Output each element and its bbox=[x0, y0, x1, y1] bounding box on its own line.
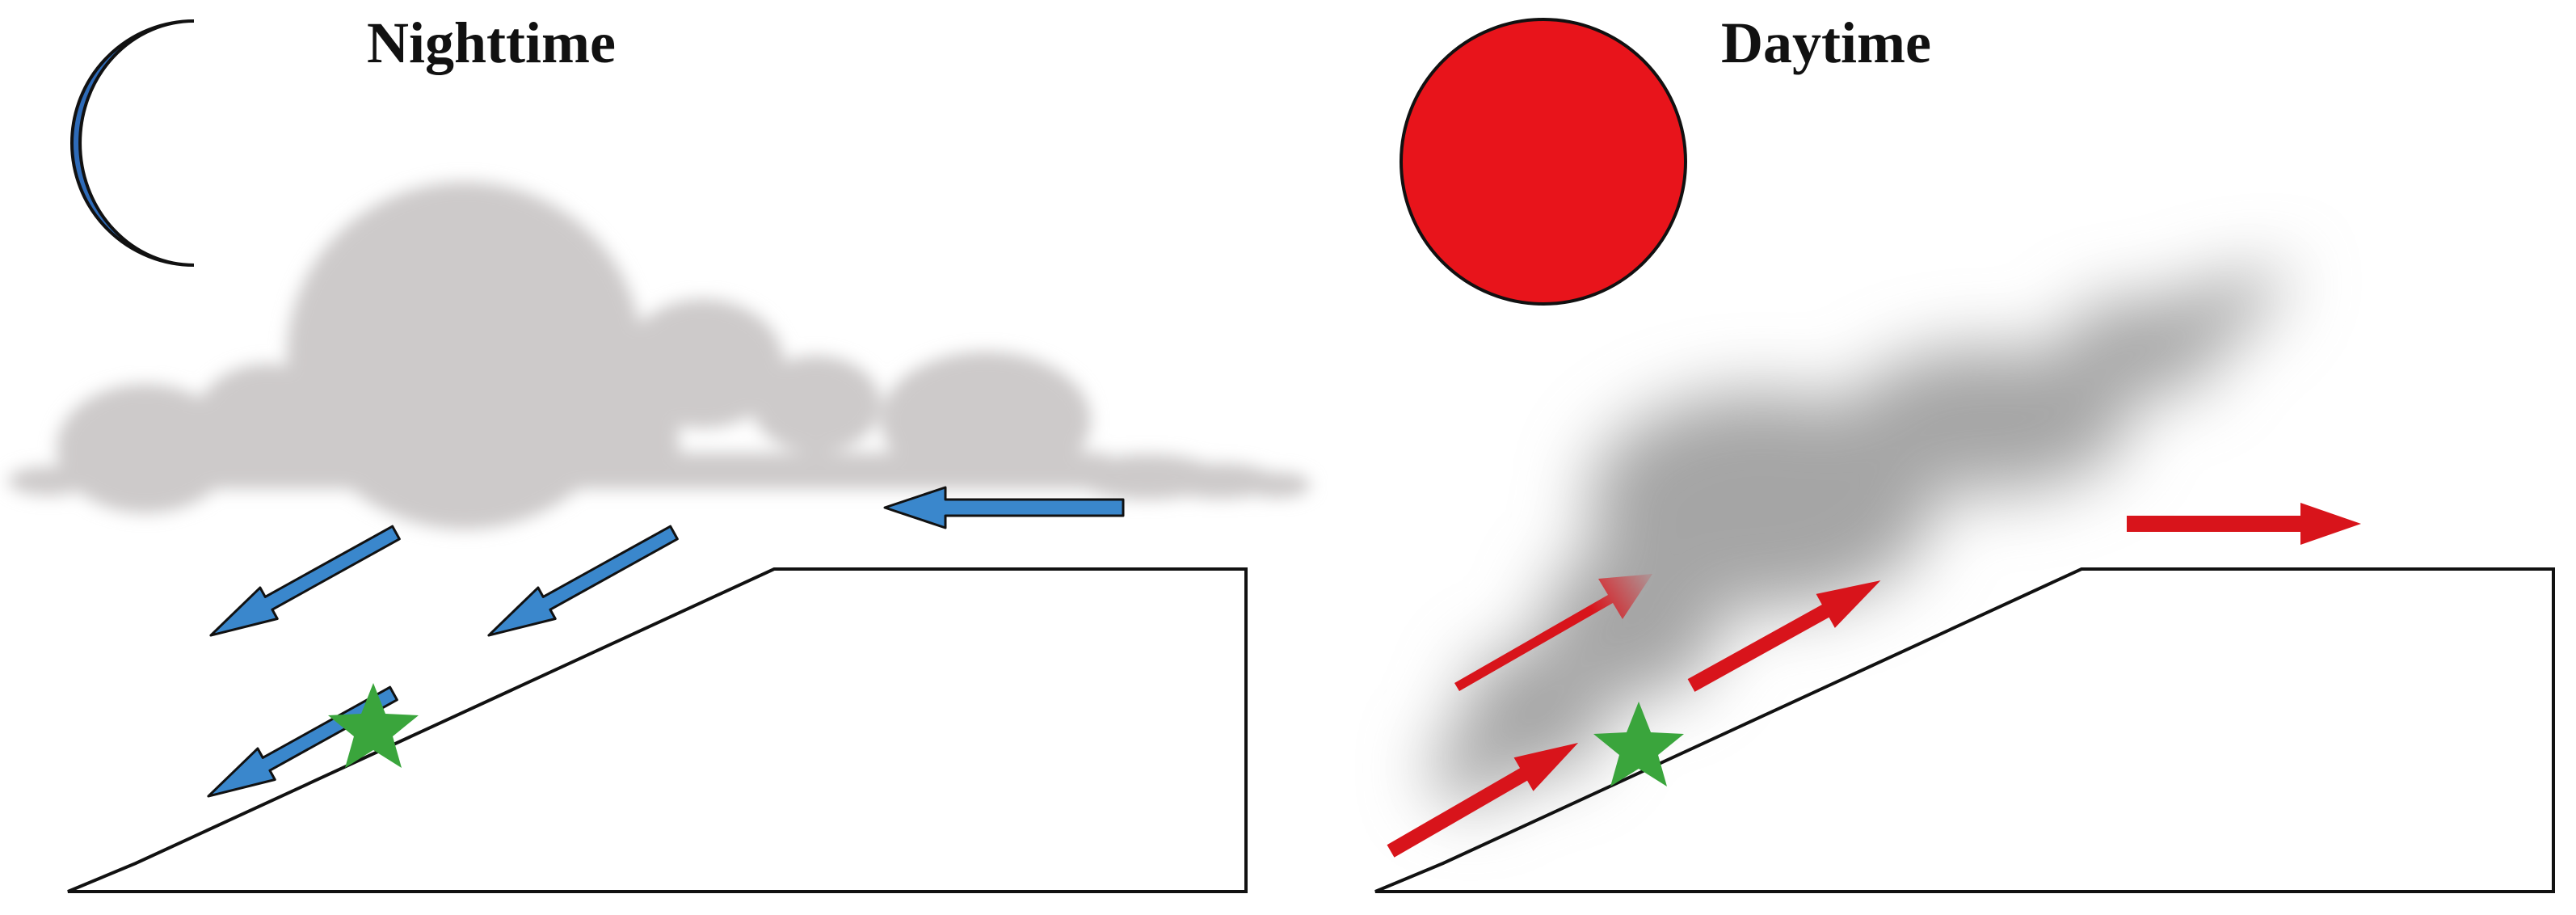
night-arrow-top bbox=[883, 486, 1125, 529]
sun-icon bbox=[1400, 18, 1687, 306]
day-arrow-top bbox=[2127, 503, 2361, 545]
night-arrow-slope-1 bbox=[209, 525, 401, 637]
moon-icon bbox=[70, 19, 195, 267]
star-icon-night bbox=[328, 683, 419, 768]
smoke-plume bbox=[1430, 268, 2291, 804]
day-arrow-slope-lower bbox=[1387, 743, 1579, 858]
star-icon-day bbox=[1593, 702, 1684, 786]
nighttime-title: Nighttime bbox=[367, 11, 616, 75]
night-terrain bbox=[67, 567, 1248, 893]
day-terrain bbox=[1374, 567, 2555, 893]
day-arrow-fading bbox=[1454, 574, 1652, 691]
daytime-title: Daytime bbox=[1721, 11, 1931, 75]
night-cloud bbox=[8, 182, 1311, 529]
night-arrow-slope-2 bbox=[487, 525, 679, 637]
day-arrow-slope-upper bbox=[1687, 580, 1881, 692]
